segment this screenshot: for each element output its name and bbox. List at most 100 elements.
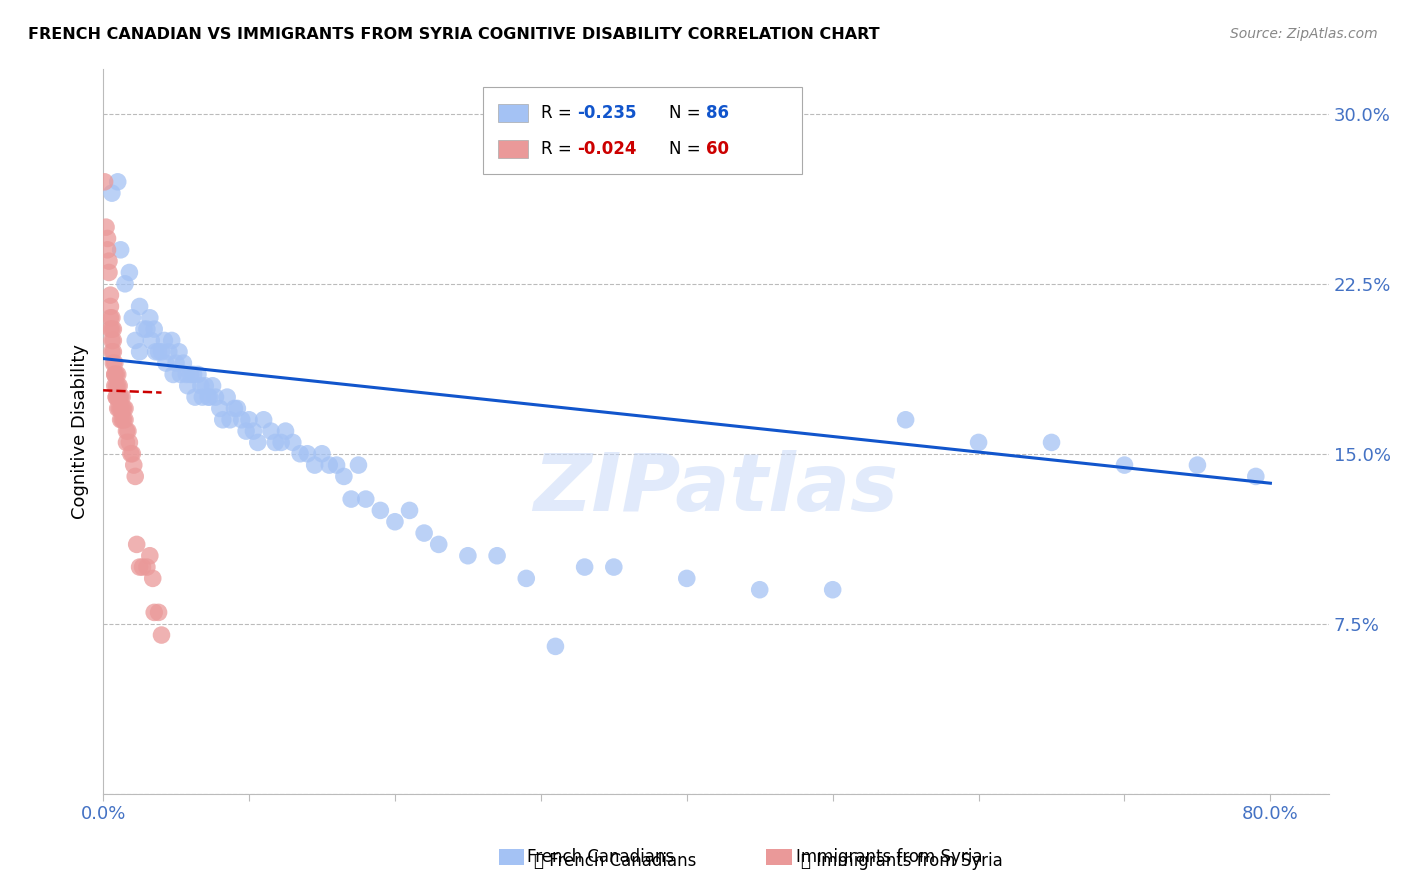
Point [107, 368, 129, 382]
Point [139, 549, 162, 563]
Text: 86: 86 [706, 103, 730, 121]
Point [340, 492, 363, 507]
Point [515, 571, 537, 585]
Point [1244, 469, 1267, 483]
Point [167, 344, 190, 359]
Point [198, 390, 221, 404]
Point [105, 390, 128, 404]
Point [104, 356, 127, 370]
FancyBboxPatch shape [498, 103, 529, 122]
Point [124, 334, 146, 348]
Point [246, 435, 269, 450]
Point [148, 606, 170, 620]
Point [194, 378, 217, 392]
Point [370, 503, 392, 517]
Point [242, 424, 264, 438]
Point [139, 310, 162, 325]
Point [104, 368, 127, 382]
Point [894, 413, 917, 427]
Point [117, 424, 139, 438]
Point [347, 458, 370, 472]
Point [226, 401, 249, 416]
Point [110, 243, 132, 257]
Point [108, 378, 131, 392]
Point [128, 300, 150, 314]
Point [354, 492, 377, 507]
Point [107, 175, 129, 189]
Point [104, 368, 127, 382]
Point [270, 435, 292, 450]
Point [105, 368, 128, 382]
Point [157, 344, 180, 359]
Point [111, 401, 134, 416]
Text: FRENCH CANADIAN VS IMMIGRANTS FROM SYRIA COGNITIVE DISABILITY CORRELATION CHART: FRENCH CANADIAN VS IMMIGRANTS FROM SYRIA… [28, 27, 880, 42]
Point [748, 582, 770, 597]
Point [142, 571, 165, 585]
Text: ⬜ Immigrants from Syria: ⬜ Immigrants from Syria [801, 852, 1002, 870]
Point [101, 310, 124, 325]
Point [111, 390, 134, 404]
Point [183, 368, 205, 382]
Point [101, 334, 124, 348]
Point [104, 378, 127, 392]
FancyBboxPatch shape [498, 140, 529, 159]
Text: N =: N = [669, 103, 706, 121]
Point [260, 424, 283, 438]
Point [318, 458, 340, 472]
Point [100, 322, 122, 336]
Point [675, 571, 697, 585]
Point [165, 356, 187, 370]
Point [110, 413, 132, 427]
Point [120, 447, 142, 461]
Point [103, 356, 125, 370]
Text: -0.235: -0.235 [578, 103, 637, 121]
Point [176, 368, 198, 382]
Point [100, 310, 122, 325]
Bar [499, 849, 524, 865]
Point [191, 390, 214, 404]
Point [103, 344, 125, 359]
Text: R =: R = [541, 140, 576, 158]
Point [96, 243, 118, 257]
Point [162, 368, 184, 382]
Point [274, 424, 297, 438]
Point [115, 435, 138, 450]
Point [180, 368, 202, 382]
Text: Source: ZipAtlas.com: Source: ZipAtlas.com [1230, 27, 1378, 41]
Point [145, 344, 167, 359]
Point [108, 390, 131, 404]
Point [143, 606, 166, 620]
Point [121, 447, 143, 461]
Point [231, 413, 253, 427]
Point [128, 344, 150, 359]
Point [821, 582, 844, 597]
Point [100, 300, 122, 314]
Point [114, 413, 136, 427]
Point [333, 469, 356, 483]
Point [118, 265, 141, 279]
Point [110, 390, 132, 404]
Point [544, 640, 567, 654]
Point [187, 368, 209, 382]
Text: ⬜ French Canadians: ⬜ French Canadians [534, 852, 696, 870]
Point [204, 390, 226, 404]
Y-axis label: Cognitive Disability: Cognitive Disability [72, 343, 89, 518]
Point [238, 413, 260, 427]
Point [100, 288, 122, 302]
Point [107, 378, 129, 392]
Text: Immigrants from Syria: Immigrants from Syria [796, 848, 983, 866]
Point [122, 458, 145, 472]
Point [105, 378, 128, 392]
Point [112, 413, 135, 427]
Point [128, 560, 150, 574]
Point [201, 378, 224, 392]
Point [217, 390, 239, 404]
Point [132, 322, 155, 336]
Point [124, 469, 146, 483]
Point [574, 560, 596, 574]
Point [101, 322, 124, 336]
Point [1187, 458, 1209, 472]
Point [115, 424, 138, 438]
Point [98, 254, 121, 268]
Point [177, 378, 200, 392]
